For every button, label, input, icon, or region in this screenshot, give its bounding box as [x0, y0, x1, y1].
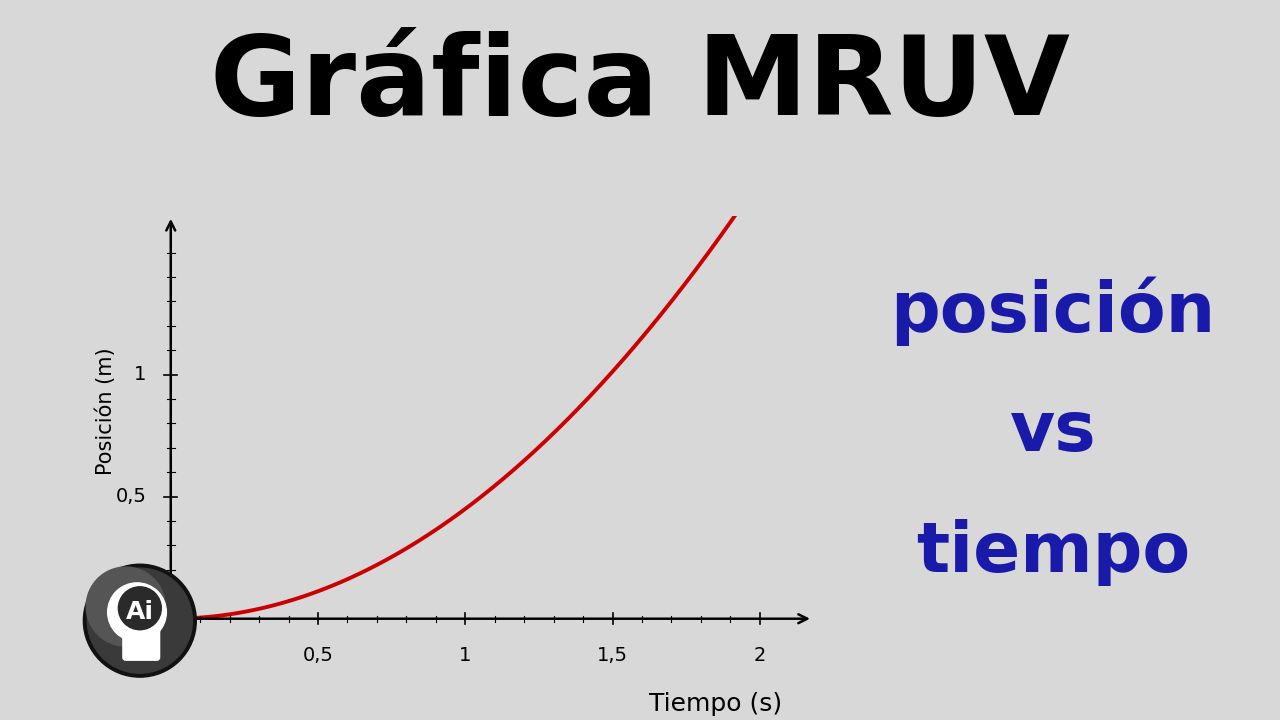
- Text: Ai: Ai: [125, 600, 154, 624]
- Text: 0,5: 0,5: [302, 646, 334, 665]
- Text: tiempo: tiempo: [915, 519, 1190, 587]
- Circle shape: [118, 587, 161, 630]
- Text: posición: posición: [890, 276, 1216, 346]
- Text: 0,5: 0,5: [115, 487, 147, 506]
- FancyBboxPatch shape: [123, 624, 160, 660]
- Circle shape: [87, 568, 192, 673]
- Circle shape: [86, 567, 165, 646]
- Text: Gráfica MRUV: Gráfica MRUV: [210, 32, 1070, 138]
- Text: Posición (m): Posición (m): [96, 348, 116, 475]
- Text: 1,5: 1,5: [596, 646, 628, 665]
- Text: 1: 1: [134, 365, 147, 384]
- Circle shape: [108, 583, 166, 642]
- Text: 0: 0: [165, 646, 177, 665]
- Text: 1: 1: [460, 646, 471, 665]
- Text: vs: vs: [1010, 398, 1096, 466]
- Text: Tiempo (s): Tiempo (s): [649, 692, 782, 716]
- Circle shape: [83, 564, 196, 677]
- Text: 2: 2: [754, 646, 765, 665]
